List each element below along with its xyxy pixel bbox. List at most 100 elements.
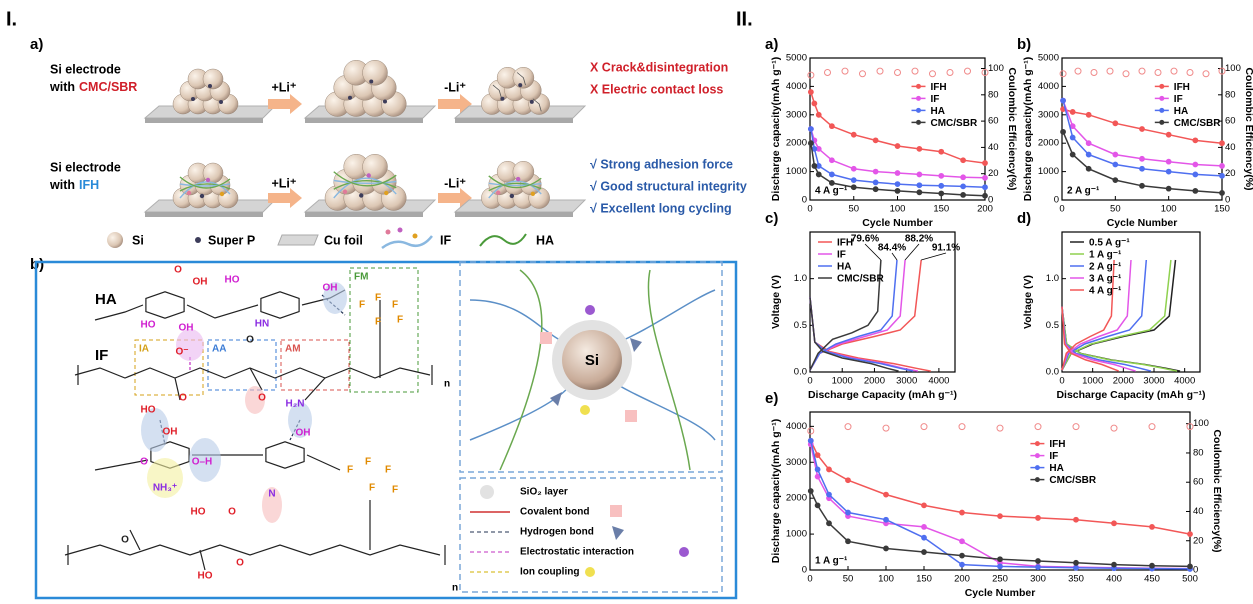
legend-label: IFH (1174, 82, 1190, 93)
rate-annotation: 4 A g⁻¹ (815, 186, 848, 197)
data-point (807, 437, 814, 444)
leader-line (904, 243, 920, 261)
superp (219, 100, 223, 104)
y2-tick-label: 80 (988, 89, 999, 100)
data-point (1187, 531, 1193, 537)
data-point (807, 488, 814, 494)
ce-point (920, 423, 928, 431)
ce-point (841, 67, 849, 75)
y-tick-label: 3000 (786, 457, 807, 468)
chem-label: F (347, 465, 353, 476)
data-point (1111, 520, 1117, 527)
interaction-highlight (189, 438, 221, 482)
y-tick-label: 1.0 (794, 273, 807, 284)
chem-label: O (258, 393, 266, 404)
series-line (810, 444, 1191, 570)
ce-point (824, 68, 831, 76)
crack (492, 84, 502, 98)
chem-label: HO (191, 507, 206, 518)
superp (208, 84, 212, 88)
chem-label: O (140, 457, 148, 468)
ce-point (1138, 67, 1146, 75)
legend-label: IFH (1049, 439, 1065, 450)
ce-point (1122, 70, 1130, 78)
y2-tick-label: 80 (1225, 89, 1236, 100)
superp (369, 79, 374, 84)
data-point (894, 188, 901, 194)
x-tick-label: 3000 (1143, 376, 1164, 387)
group-box (207, 339, 277, 391)
y-tick-label: 2000 (1038, 138, 1059, 149)
legend-marker (1159, 95, 1165, 101)
x-tick-label: 100 (878, 574, 894, 585)
legend-label: IFH (837, 238, 853, 249)
ce-point (958, 423, 966, 431)
chem-label: H₂N (286, 399, 305, 410)
legend-label: 4 A g⁻¹ (1089, 286, 1122, 297)
repeat-label: n (444, 379, 450, 390)
plot-frame (1061, 57, 1223, 201)
arrow (438, 94, 472, 114)
y-axis-label: Voltage (V) (770, 275, 782, 329)
chem-label: O (246, 335, 254, 346)
legend-label: IF (837, 250, 846, 261)
cu-foil-edge (455, 212, 573, 217)
chem-label: HN (255, 319, 269, 330)
bond (67, 545, 446, 565)
group-label: AM (285, 344, 301, 355)
data-point (1060, 97, 1066, 104)
y-tick-label: 3000 (786, 109, 807, 120)
row-title: Si electrode (50, 62, 121, 76)
chem-label: F (392, 485, 398, 496)
y-tick-label: 4000 (786, 421, 807, 432)
x-tick-label: 350 (1068, 574, 1084, 585)
interaction-highlight (141, 408, 169, 452)
binder-net (488, 182, 542, 187)
si-icon (107, 232, 123, 248)
data-point (845, 509, 851, 516)
data-point (1219, 190, 1225, 196)
cu-foil-edge (145, 118, 263, 123)
legend-label: IF (931, 94, 940, 105)
cu-foil-edge (145, 212, 263, 217)
legend-label: Hydrogen bond (520, 527, 594, 538)
chem-label: O (236, 558, 244, 569)
legend-label: HA (1049, 463, 1063, 474)
y2-tick-label: 40 (1225, 142, 1236, 153)
ion-icon (580, 405, 590, 415)
rate-annotation: 2 A g⁻¹ (1067, 186, 1100, 197)
cu-foil-edge (455, 118, 573, 123)
panel-label: b) (1017, 36, 1031, 53)
x-tick-label: 0 (807, 574, 812, 585)
y-tick-label: 1000 (786, 529, 807, 540)
y-axis-label: Discharge capacity(mAh g⁻¹) (770, 419, 782, 563)
outcome: X Electric contact loss (590, 82, 723, 96)
data-point (814, 466, 821, 473)
x-tick-label: 0 (1059, 376, 1064, 387)
legend-marker (1034, 465, 1040, 471)
x-tick-label: 200 (977, 204, 993, 215)
chem-label: NH₃⁺ (153, 483, 177, 494)
legend-label: 3 A g⁻¹ (1089, 274, 1122, 285)
x-tick-label: 100 (1161, 204, 1177, 215)
data-point (1112, 120, 1119, 127)
data-point (1139, 155, 1145, 162)
chem-label: F (397, 315, 403, 326)
x-axis-label: Cycle Number (965, 587, 1036, 599)
superp (348, 95, 352, 100)
step-label: +Li⁺ (271, 176, 296, 190)
ha-icon (479, 233, 527, 247)
data-point (1060, 128, 1066, 135)
x-tick-label: 1000 (832, 376, 853, 387)
y-tick-label: 0 (802, 195, 807, 206)
chem-label: OH (323, 283, 338, 294)
y2-tick-label: 20 (1225, 168, 1236, 179)
chem-label: F (392, 300, 398, 311)
y2-axis-label: Coulombic Efficiency(%) (1006, 67, 1018, 190)
row-title: with CMC/SBR (49, 80, 137, 94)
chem-label: O (228, 507, 236, 518)
data-point (1149, 524, 1155, 530)
ce-point (1202, 70, 1210, 78)
data-point (1139, 182, 1145, 189)
